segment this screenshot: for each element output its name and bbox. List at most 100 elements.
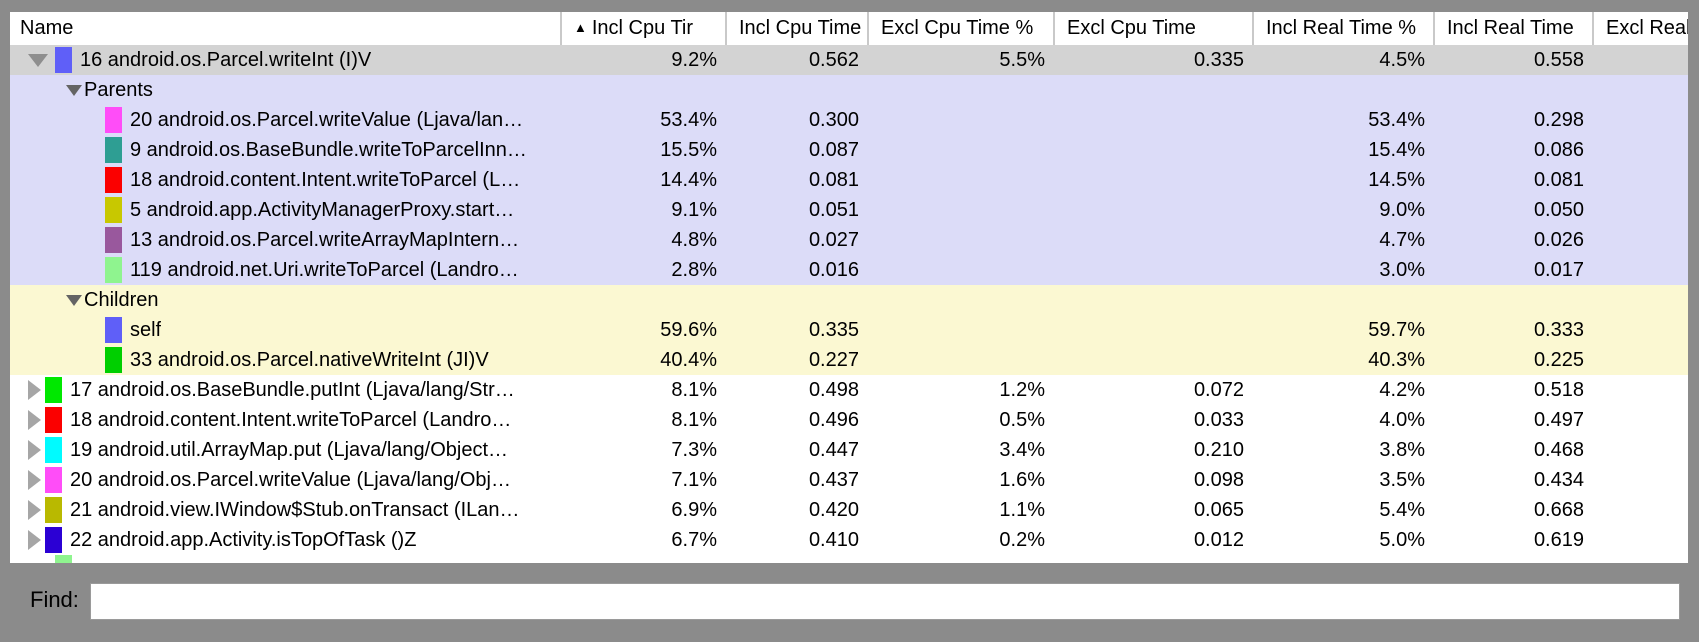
value-cell-incl_real_time: 0.333 — [1533, 319, 1584, 341]
value-cell-excl_cpu_pct — [867, 225, 1053, 255]
color-swatch — [45, 527, 62, 553]
value-cell-excl_cpu_pct: 5.5% — [999, 49, 1045, 71]
value-cell-incl_real_pct: 4.0% — [1379, 409, 1425, 431]
collapsed-triangle-icon[interactable] — [28, 380, 41, 400]
value-cell-incl_real_time: 0.086 — [1533, 139, 1584, 161]
method-name-cell: Children — [10, 285, 560, 315]
table-row[interactable]: 5 android.app.ActivityManagerProxy.start… — [10, 195, 1688, 225]
value-cell-excl_cpu_pct — [867, 255, 1053, 285]
table-header-row: Name ▲ Incl Cpu Tir Incl Cpu Time Excl Cpu T… — [10, 12, 1688, 45]
collapsed-triangle-icon[interactable] — [28, 500, 41, 520]
color-swatch — [45, 407, 62, 433]
table-row[interactable]: 33 android.os.Parcel.nativeWriteInt (JI)… — [10, 345, 1688, 375]
value-cell-incl_cpu_pct: 8.1% — [671, 409, 717, 431]
collapsed-triangle-icon[interactable] — [28, 470, 41, 490]
table-row[interactable]: 119 android.net.Uri.writeToParcel (Landr… — [10, 255, 1688, 285]
value-cell-incl_real_pct: 15.4% — [1368, 139, 1425, 161]
value-cell-incl_real_pct: 3.5% — [1379, 469, 1425, 491]
table-row[interactable]: self 59.6% 0.335 59.7% 0.333 — [10, 315, 1688, 345]
value-cell-incl_cpu_time: 0.300 — [808, 109, 859, 131]
value-cell-incl_cpu_pct — [560, 75, 725, 105]
table-row[interactable]: 19 android.util.ArrayMap.put (Ljava/lang… — [10, 435, 1688, 465]
expanded-triangle-icon[interactable] — [28, 53, 48, 67]
column-header-incl_cpu_time[interactable]: Incl Cpu Time — [725, 12, 867, 45]
column-header-incl_real_time[interactable]: Incl Real Time — [1433, 12, 1592, 45]
table-row[interactable]: Children — [10, 285, 1688, 315]
value-cell-incl_cpu_pct: 6.9% — [671, 499, 717, 521]
method-name-cell: 22 android.app.Activity.isTopOfTask ()Z — [10, 525, 560, 555]
color-swatch — [105, 257, 122, 283]
table-row[interactable]: Parents — [10, 75, 1688, 105]
value-cell-incl_cpu_time: 0.335 — [808, 319, 859, 341]
section-expanded-triangle-icon[interactable] — [66, 84, 82, 96]
value-cell-excl_real — [1592, 225, 1688, 255]
color-swatch — [105, 167, 122, 193]
value-cell-excl_cpu_pct — [867, 285, 1053, 315]
table-row[interactable]: 21 android.view.IWindow$Stub.onTransact … — [10, 495, 1688, 525]
method-name-cell: 20 android.os.Parcel.writeValue (Ljava/l… — [10, 465, 560, 495]
column-header-incl_cpu_pct[interactable]: ▲ Incl Cpu Tir — [560, 12, 725, 45]
value-cell-excl_cpu_time — [1053, 225, 1252, 255]
value-cell-incl_real_time: 0.558 — [1533, 49, 1584, 71]
value-cell-excl_cpu_pct: 0.5% — [999, 409, 1045, 431]
column-header-excl_real[interactable]: Excl Real — [1592, 12, 1688, 45]
table-row[interactable]: 22 android.app.Activity.isTopOfTask ()Z 6… — [10, 525, 1688, 555]
color-swatch — [105, 137, 122, 163]
value-cell-excl_real — [1592, 465, 1688, 495]
collapsed-triangle-icon[interactable] — [28, 410, 41, 430]
table-row[interactable]: 13 android.os.Parcel.writeArrayMapIntern… — [10, 225, 1688, 255]
value-cell-excl_real — [1592, 75, 1688, 105]
indent-spacer — [10, 510, 28, 511]
value-cell-incl_real_pct: 40.3% — [1368, 349, 1425, 371]
collapsed-triangle-icon[interactable] — [28, 530, 41, 550]
column-header-name[interactable]: Name — [10, 12, 560, 45]
value-cell-incl_real_pct: 4.5% — [1379, 49, 1425, 71]
column-header-label: Incl Real Time — [1447, 17, 1574, 39]
table-row[interactable]: 18 android.content.Intent.writeToParcel … — [10, 165, 1688, 195]
value-cell-excl_cpu_time — [1053, 165, 1252, 195]
method-name-cell: 18 android.content.Intent.writeToParcel … — [10, 405, 560, 435]
table-row[interactable]: 18 android.content.Intent.writeToParcel … — [10, 405, 1688, 435]
indent-spacer — [10, 420, 28, 421]
color-swatch — [45, 437, 62, 463]
value-cell-incl_cpu_pct: 7.1% — [671, 469, 717, 491]
value-cell-incl_real_time — [1433, 285, 1592, 315]
color-swatch — [105, 227, 122, 253]
collapsed-triangle-icon[interactable] — [28, 440, 41, 460]
value-cell-excl_real — [1592, 525, 1688, 555]
value-cell-excl_cpu_pct: 0.2% — [999, 529, 1045, 551]
table-row[interactable]: 20 android.os.Parcel.writeValue (Ljava/l… — [10, 105, 1688, 135]
table-row[interactable]: 17 android.os.BaseBundle.putInt (Ljava/l… — [10, 375, 1688, 405]
value-cell-excl_cpu_pct: 3.4% — [999, 439, 1045, 461]
value-cell-excl_real — [1592, 435, 1688, 465]
value-cell-incl_real_pct — [1252, 285, 1433, 315]
value-cell-incl_cpu_pct: 2.8% — [671, 259, 717, 281]
value-cell-excl_real — [1592, 45, 1688, 75]
method-name-label: 22 android.app.Activity.isTopOfTask ()Z — [70, 529, 417, 551]
value-cell-incl_real_pct: 14.5% — [1368, 169, 1425, 191]
table-row[interactable]: 20 android.os.Parcel.writeValue (Ljava/l… — [10, 465, 1688, 495]
method-name-cell: self — [10, 315, 560, 345]
value-cell-incl_real_time: 0.497 — [1533, 409, 1584, 431]
table-row[interactable]: 16 android.os.Parcel.writeInt (I)V 9.2% 0.… — [10, 45, 1688, 75]
value-cell-incl_real_time: 0.518 — [1533, 379, 1584, 401]
value-cell-incl_cpu_pct — [560, 285, 725, 315]
find-input[interactable] — [90, 583, 1680, 620]
value-cell-excl_real — [1592, 345, 1688, 375]
value-cell-incl_real_pct: 59.7% — [1368, 319, 1425, 341]
value-cell-incl_cpu_time — [725, 285, 867, 315]
section-expanded-triangle-icon[interactable] — [66, 294, 82, 306]
indent-spacer — [10, 120, 105, 121]
table-row[interactable]: 9 android.os.BaseBundle.writeToParcelInn… — [10, 135, 1688, 165]
column-header-excl_cpu_time[interactable]: Excl Cpu Time — [1053, 12, 1252, 45]
method-name-cell: 17 android.os.BaseBundle.putInt (Ljava/l… — [10, 375, 560, 405]
value-cell-incl_cpu_pct: 8.1% — [671, 379, 717, 401]
column-header-label: Incl Cpu Tir — [591, 17, 694, 39]
value-cell-excl_cpu_pct — [867, 135, 1053, 165]
method-name-label: 19 android.util.ArrayMap.put (Ljava/lang… — [70, 439, 509, 461]
value-cell-excl_cpu_pct: 1.1% — [999, 499, 1045, 521]
value-cell-excl_cpu_time: 0.033 — [1193, 409, 1244, 431]
column-header-excl_cpu_pct[interactable]: Excl Cpu Time % — [867, 12, 1053, 45]
column-header-incl_real_pct[interactable]: Incl Real Time % — [1252, 12, 1433, 45]
value-cell-excl_real — [1592, 495, 1688, 525]
